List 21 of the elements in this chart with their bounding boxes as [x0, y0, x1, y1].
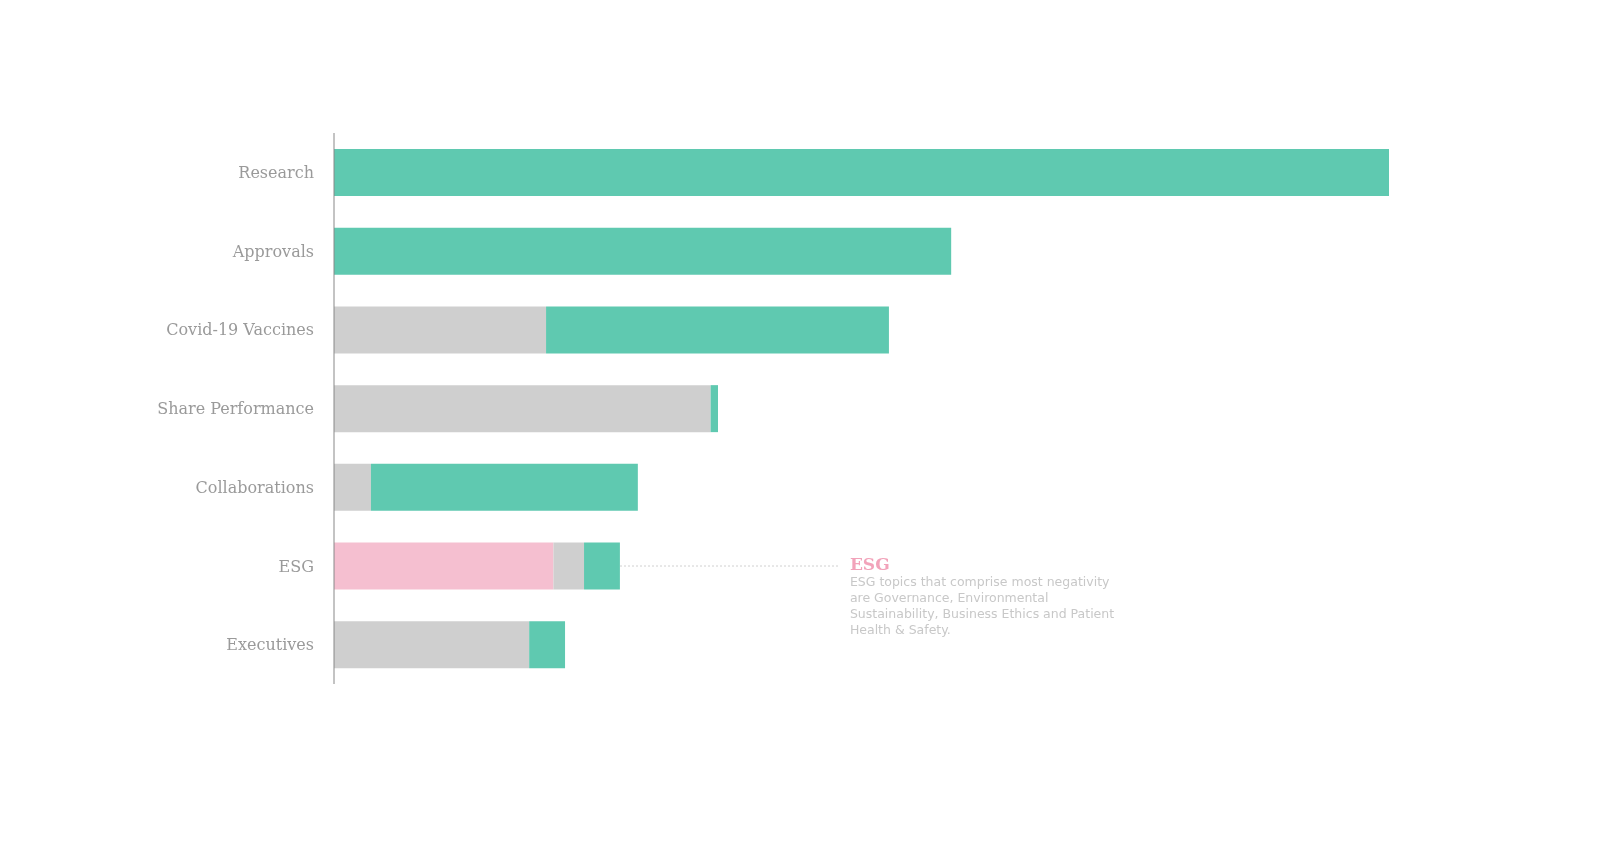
bar	[546, 306, 889, 354]
y-tick-label: ESG	[278, 556, 314, 576]
bar	[334, 385, 711, 433]
y-tick-label: Research	[238, 163, 314, 183]
annotation: ESG	[849, 553, 891, 574]
y-tick-label: Share Performance	[157, 399, 314, 419]
bar	[334, 227, 952, 275]
bar	[334, 463, 371, 511]
bar	[334, 621, 530, 669]
bar	[529, 621, 566, 669]
bar	[334, 306, 547, 354]
y-tick-label: Covid-19 Vaccines	[166, 320, 314, 340]
y-tick-label: Executives	[226, 635, 314, 655]
bar	[370, 463, 638, 511]
y-tick-label: Approvals	[231, 241, 314, 261]
bar	[334, 149, 1389, 196]
bar	[553, 542, 585, 590]
bar	[584, 542, 620, 590]
y-tick-label: Collaborations	[195, 477, 314, 497]
bar	[710, 385, 719, 433]
bar	[334, 542, 554, 590]
